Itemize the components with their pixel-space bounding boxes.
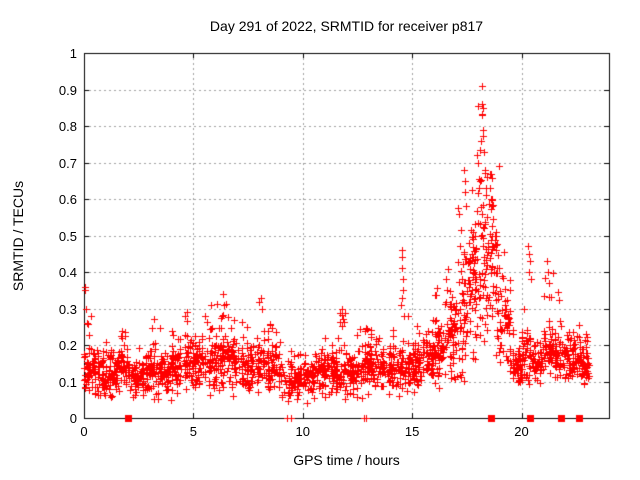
y-tick-label: 0.9 <box>58 82 77 98</box>
y-tick-label: 0.3 <box>58 301 77 317</box>
x-axis-label: GPS time / hours <box>293 452 400 468</box>
y-tick-label: 0.6 <box>58 192 77 207</box>
y-tick-label: 1 <box>69 46 77 61</box>
y-tick-label: 0.7 <box>58 155 77 171</box>
x-tick-label: 0 <box>80 424 88 439</box>
x-tick-label: 10 <box>295 424 310 439</box>
x-tick-label: 15 <box>404 424 420 439</box>
x-tick-label: 5 <box>189 424 197 439</box>
y-tick-label: 0.2 <box>58 338 77 353</box>
y-tick-label: 0.4 <box>58 265 77 280</box>
y-tick-label: 0.8 <box>58 119 77 134</box>
x-tick-label: 20 <box>514 424 529 439</box>
y-tick-label: 0.5 <box>58 228 77 244</box>
y-tick-label: 0 <box>69 411 77 426</box>
y-tick-label: 0.1 <box>58 374 77 390</box>
